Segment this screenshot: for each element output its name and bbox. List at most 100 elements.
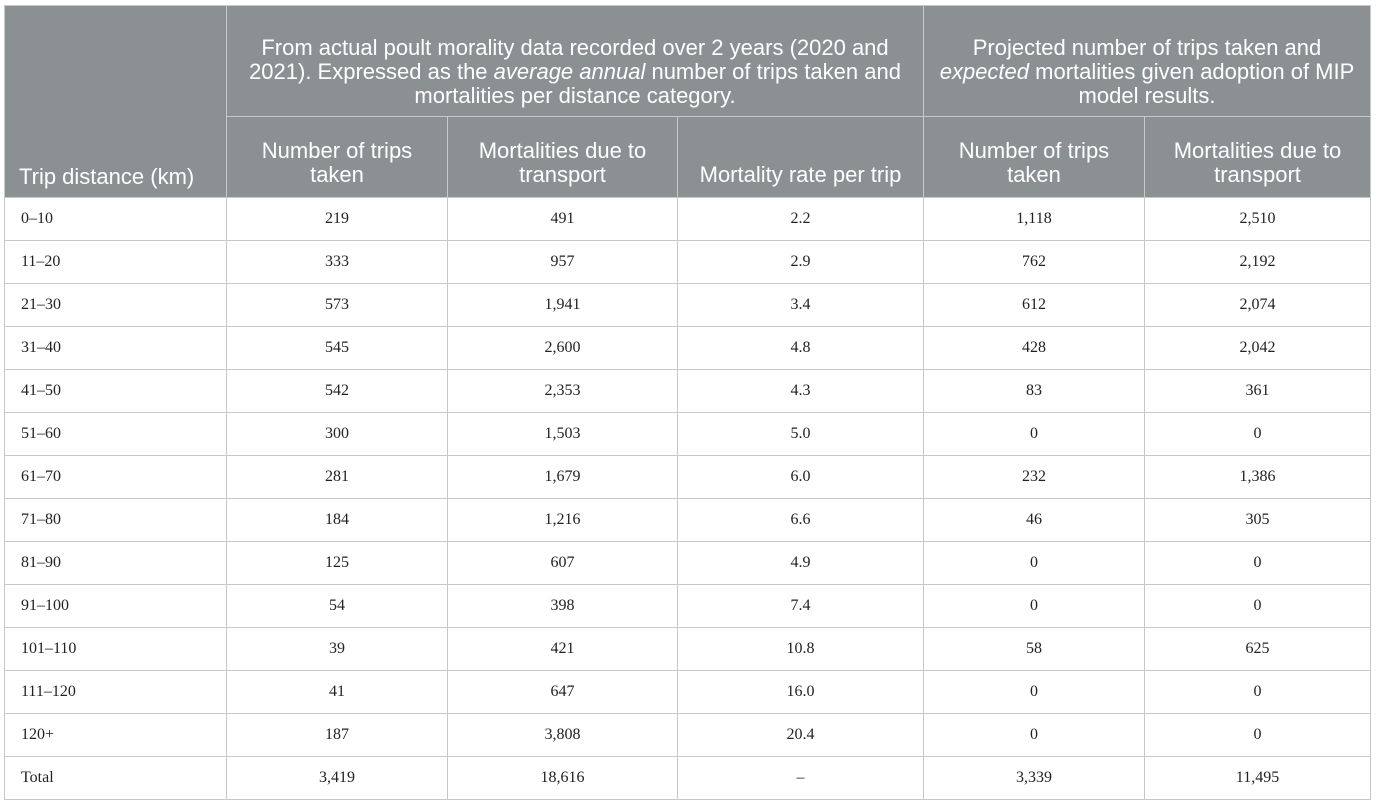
value-cell: 957	[447, 240, 678, 284]
actual-group-emphasis: average annual	[493, 59, 646, 84]
value-cell: 6.6	[677, 498, 924, 542]
header-column-row: Number of trips taken Mortalities due to…	[5, 116, 1372, 198]
distance-cell: 51–60	[4, 412, 227, 456]
distance-cell: 111–120	[4, 670, 227, 714]
value-cell: 125	[226, 541, 448, 585]
value-cell: 0	[923, 541, 1145, 585]
actual-data-group-header: From actual poult morality data recorded…	[226, 5, 924, 117]
value-cell: 4.3	[677, 369, 924, 413]
table-row: 81–90 125 607 4.9 0 0	[4, 541, 1372, 585]
value-cell: 4.8	[677, 326, 924, 370]
value-cell: 83	[923, 369, 1145, 413]
table-row: 120+ 187 3,808 20.4 0 0	[4, 713, 1372, 757]
table-row: 71–80 184 1,216 6.6 46 305	[4, 498, 1372, 542]
value-cell: 2,353	[447, 369, 678, 413]
value-cell: 2,600	[447, 326, 678, 370]
value-cell: 612	[923, 283, 1145, 327]
value-cell: 187	[226, 713, 448, 757]
value-cell: 0	[923, 670, 1145, 714]
value-cell: 39	[226, 627, 448, 671]
column-header: Mortalities due to transport	[447, 116, 678, 198]
value-cell: 305	[1143, 498, 1372, 542]
value-cell: 398	[447, 584, 678, 628]
value-cell: 421	[447, 627, 678, 671]
table-row: 31–40 545 2,600 4.8 428 2,042	[4, 326, 1372, 370]
value-cell: 58	[923, 627, 1145, 671]
value-cell: 0	[1143, 541, 1372, 585]
projected-group-text-after: mortalities given adoption of MIP model …	[1029, 59, 1355, 108]
value-cell: 1,679	[447, 455, 678, 499]
column-header: Number of trips taken	[226, 116, 448, 198]
value-cell: 2,192	[1143, 240, 1372, 284]
value-cell: 361	[1143, 369, 1372, 413]
value-cell: 607	[447, 541, 678, 585]
value-cell: 1,386	[1143, 455, 1372, 499]
projected-group-text-before: Projected number of trips taken and	[972, 35, 1322, 60]
projected-group-header: Projected number of trips taken and expe…	[922, 5, 1372, 117]
value-cell: 573	[226, 283, 448, 327]
value-cell: 20.4	[677, 713, 924, 757]
trip-distance-header: Trip distance (km)	[4, 5, 227, 198]
header-group-row: Trip distance (km) From actual poult mor…	[4, 5, 1372, 198]
distance-cell: 91–100	[4, 584, 227, 628]
distance-cell: 61–70	[4, 455, 227, 499]
value-cell: 1,941	[447, 283, 678, 327]
value-cell: 0	[1143, 412, 1372, 456]
table-row: 101–110 39 421 10.8 58 625	[4, 627, 1372, 671]
value-cell: 184	[226, 498, 448, 542]
distance-cell: 31–40	[4, 326, 227, 370]
value-cell: 1,503	[447, 412, 678, 456]
table-row: 21–30 573 1,941 3.4 612 2,074	[4, 283, 1372, 327]
value-cell: 46	[923, 498, 1145, 542]
value-cell: 2.2	[677, 197, 924, 241]
value-cell: 542	[226, 369, 448, 413]
value-cell: 2.9	[677, 240, 924, 284]
value-cell: 219	[226, 197, 448, 241]
distance-cell: 120+	[4, 713, 227, 757]
value-cell: 0	[923, 584, 1145, 628]
table-body: 0–10 219 491 2.2 1,118 2,510 11–20 333 957 2.9 762…	[4, 197, 1372, 800]
value-cell: 0	[1143, 713, 1372, 757]
value-cell: 428	[923, 326, 1145, 370]
value-cell: –	[677, 756, 924, 800]
value-cell: 54	[226, 584, 448, 628]
value-cell: 7.4	[677, 584, 924, 628]
value-cell: 281	[226, 455, 448, 499]
projected-group-emphasis: expected	[939, 59, 1030, 84]
value-cell: 3,808	[447, 713, 678, 757]
table-row: 51–60 300 1,503 5.0 0 0	[4, 412, 1372, 456]
value-cell: 5.0	[677, 412, 924, 456]
value-cell: 41	[226, 670, 448, 714]
table-header: Trip distance (km) From actual poult mor…	[4, 5, 1372, 198]
value-cell: 333	[226, 240, 448, 284]
value-cell: 2,510	[1143, 197, 1372, 241]
value-cell: 625	[1143, 627, 1372, 671]
table-row: 11–20 333 957 2.9 762 2,192	[4, 240, 1372, 284]
distance-cell: 0–10	[4, 197, 227, 241]
table-row: 41–50 542 2,353 4.3 83 361	[4, 369, 1372, 413]
total-row: Total 3,419 18,616–3,339 11,495	[4, 756, 1372, 800]
value-cell: 6.0	[677, 455, 924, 499]
table-row: 111–120 41 647 16.0 0 0	[4, 670, 1372, 714]
poult-mortality-table: Trip distance (km) From actual poult mor…	[4, 5, 1372, 800]
value-cell: 0	[1143, 584, 1372, 628]
value-cell: 647	[447, 670, 678, 714]
distance-cell: 101–110	[4, 627, 227, 671]
value-cell: 16.0	[677, 670, 924, 714]
value-cell: 3,339	[923, 756, 1145, 800]
value-cell: 11,495	[1143, 756, 1372, 800]
value-cell: 545	[226, 326, 448, 370]
value-cell: 232	[923, 455, 1145, 499]
value-cell: 300	[226, 412, 448, 456]
table-row: 0–10 219 491 2.2 1,118 2,510	[4, 197, 1372, 241]
value-cell: 4.9	[677, 541, 924, 585]
distance-cell: 21–30	[4, 283, 227, 327]
value-cell: 18,616	[447, 756, 678, 800]
actual-group-text-before: From actual poult morality data recorded…	[249, 35, 889, 84]
distance-cell: 81–90	[4, 541, 227, 585]
value-cell: 2,042	[1143, 326, 1372, 370]
distance-cell: 41–50	[4, 369, 227, 413]
distance-cell: Total	[4, 756, 227, 800]
value-cell: 0	[923, 713, 1145, 757]
actual-group-text-after: number of trips taken and mortalities pe…	[414, 59, 901, 108]
